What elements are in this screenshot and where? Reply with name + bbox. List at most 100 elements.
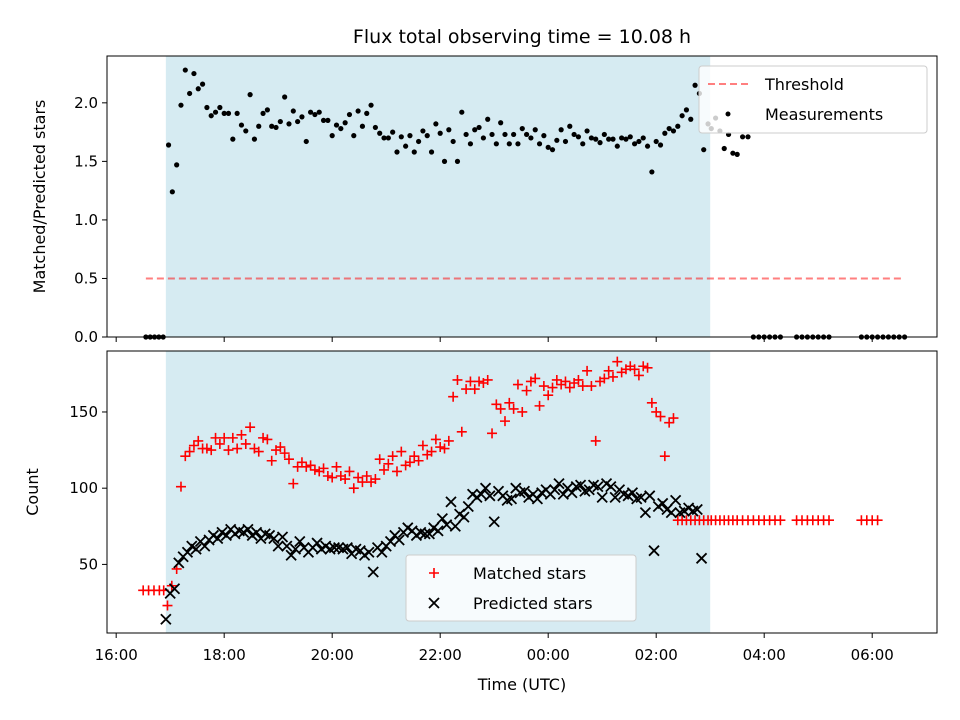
measurement-point [721,145,727,152]
measurement-point [437,130,443,136]
matched-star-point [577,381,588,392]
measurement-point [584,128,590,134]
matched-star-point [301,461,312,472]
measurement-point [411,149,417,155]
matched-star-point [426,446,437,457]
matched-star-point [175,481,186,492]
matched-star-point [659,451,670,462]
predicted-star-point [432,525,444,537]
measurement-point [502,131,508,138]
matched-star-point [499,416,510,427]
predicted-star-point [272,540,284,552]
observing-span-top [165,56,711,337]
measurement-point [178,102,184,108]
predicted-star-point [376,546,388,558]
measurement-point [277,118,283,125]
matched-star-point [512,379,523,390]
ratio-y-axis-label: Matched/Predicted stars [30,100,49,294]
measurement-point [295,118,301,125]
measurement-point [394,149,400,155]
measurement-point [217,104,223,111]
ratio-legend: Threshold Measurements [698,65,928,134]
matched-star-point [530,373,541,384]
matched-star-point [357,477,368,488]
legend-plus-marker [429,568,439,578]
measurement-point [342,120,348,126]
measurement-point [459,109,465,115]
measurement-point [234,110,240,116]
measurement-point [688,116,694,122]
matched-star-point [664,417,675,428]
predicted-star-point [462,500,474,513]
matched-star-point [495,403,506,414]
measurement-point [286,121,292,127]
measurement-point [463,131,469,138]
measurement-point [364,110,370,116]
matched-star-point [383,458,394,469]
count-ytick-label: 100 [69,479,98,497]
measurement-point [571,131,577,138]
predicted-star-point [281,540,293,552]
measurement-point [433,121,439,127]
matched-star-point [504,397,515,408]
measurement-point [610,136,616,142]
matched-star-point [461,384,472,395]
measurement-point [606,136,612,142]
legend-measurements-swatch [725,111,731,117]
measurement-point [554,137,560,143]
predicted-star-point [458,511,470,523]
matched-star-point [517,406,528,417]
count-legend-box [405,554,637,622]
matched-star-point [232,443,243,454]
measurement-point [450,138,456,145]
predicted-star-point [635,491,647,503]
predicted-star-point [363,546,375,558]
count-panel-frame [106,350,938,634]
matched-star-point [309,464,320,475]
measurement-point [199,81,206,87]
predicted-star-point [250,526,263,539]
predicted-star-point [596,491,608,503]
measurement-point [385,135,391,141]
predicted-star-point [199,540,211,552]
x-tick-label: 00:00 [527,646,570,664]
predicted-star-point [557,488,569,500]
matched-star-point [586,381,597,392]
matched-star-point [629,364,640,375]
predicted-star-point [441,519,453,531]
matched-star-point [283,454,294,465]
measurement-point [734,151,740,157]
measurement-point [225,110,232,116]
predicted-star-point [626,487,639,499]
matched-star-point [612,356,623,367]
predicted-star-point [311,537,323,549]
matched-star-point [188,440,199,451]
measurement-point [243,128,249,134]
measurement-point [636,138,642,145]
predicted-star-point [592,481,604,493]
measurement-point [212,109,219,115]
measurement-point [407,133,413,139]
measurement-point [320,117,327,123]
measurement-point [549,147,556,153]
measurement-point [545,144,551,150]
matched-star-point [603,365,614,376]
count-legend: Matched stars Predicted stars [405,554,637,622]
matched-star-point [296,457,307,468]
x-tick-label: 06:00 [851,646,894,664]
x-tick-label: 18:00 [203,646,246,664]
matched-star-point [655,411,666,422]
predicted-star-point [665,506,677,519]
matched-star-point [318,463,329,474]
matched-star-point [236,429,247,440]
measurement-point [666,125,672,132]
predicted-star-point [479,482,492,494]
measurement-point [679,113,685,119]
matched-star-point [474,376,485,387]
measurement-point [472,127,478,133]
legend-measurements-label: Measurements [765,105,883,124]
measurement-point [415,138,422,145]
predicted-star-point [488,516,500,528]
matched-star-point [872,515,883,526]
matched-star-point [487,428,498,439]
